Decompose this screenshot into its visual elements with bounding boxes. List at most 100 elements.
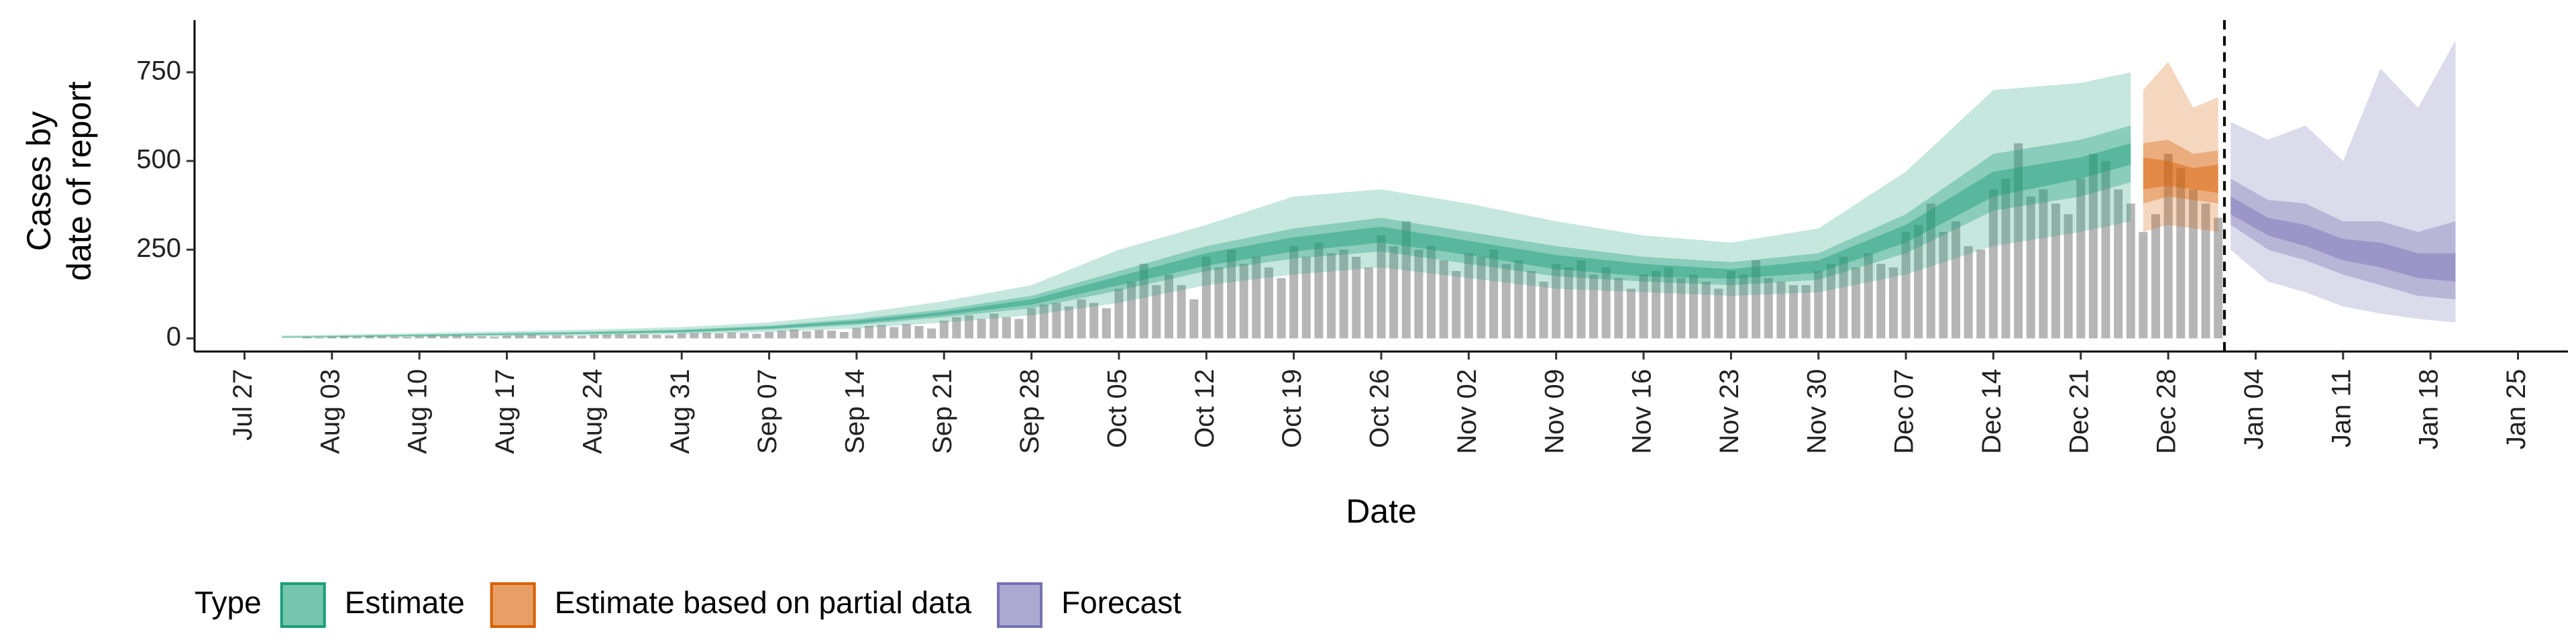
bar: [2076, 178, 2086, 339]
bar: [2001, 178, 2010, 339]
x-tick-label: Sep 28: [1015, 369, 1044, 454]
bar: [1127, 281, 1136, 339]
x-tick-label: Nov 09: [1540, 369, 1569, 454]
bar: [2201, 203, 2210, 339]
bar: [714, 333, 724, 339]
bar: [2051, 203, 2061, 339]
bar: [303, 337, 312, 339]
bar: [1689, 274, 1699, 339]
bar: [1614, 278, 1623, 339]
bar: [2126, 203, 2135, 339]
x-tick-label: Sep 07: [753, 369, 782, 454]
bar: [1576, 260, 1586, 339]
bar: [2088, 154, 2098, 339]
bar: [515, 335, 524, 339]
x-tick-label: Dec 21: [2064, 369, 2094, 454]
legend-title: Type: [195, 585, 262, 620]
legend-key: [997, 582, 1043, 628]
x-tick-label: Nov 02: [1452, 369, 1482, 454]
x-tick-label: Aug 03: [315, 369, 345, 454]
bar: [352, 336, 362, 339]
bar: [2163, 154, 2173, 339]
bar: [2214, 217, 2223, 339]
bar: [1102, 308, 1111, 339]
legend-label: Forecast: [1061, 585, 1181, 620]
ribbon-50: [2143, 140, 2218, 204]
bar: [1976, 250, 1986, 339]
bar: [902, 324, 911, 339]
bar: [1239, 264, 1248, 339]
bar: [814, 329, 824, 339]
x-tick-label: Jan 25: [2502, 369, 2531, 449]
x-tick-label: Sep 21: [928, 369, 957, 454]
bar: [1152, 285, 1161, 339]
bar: [339, 336, 349, 339]
bar: [1452, 270, 1461, 339]
bar: [2014, 143, 2023, 339]
bar: [527, 335, 537, 339]
bar: [1139, 264, 1148, 339]
bar: [439, 335, 449, 339]
bar: [1788, 285, 1799, 339]
bar: [1676, 278, 1686, 339]
bar: [539, 335, 549, 339]
bar: [565, 335, 574, 339]
bar: [877, 325, 886, 339]
bar: [665, 335, 674, 339]
y-tick-label: 0: [166, 322, 181, 352]
x-tick-label: Aug 24: [578, 369, 607, 454]
bar: [1888, 267, 1898, 339]
bar: [377, 336, 386, 339]
x-tick-label: Aug 31: [665, 369, 695, 454]
bar: [1776, 281, 1786, 339]
bar: [1352, 256, 1361, 339]
bar: [1988, 189, 1998, 339]
x-tick-label: Oct 26: [1365, 369, 1395, 448]
bar: [1277, 278, 1286, 339]
y-axis-title: Cases by: [20, 111, 58, 251]
bar: [1876, 264, 1886, 339]
bar: [939, 320, 949, 339]
bar: [1739, 274, 1748, 339]
bar: [977, 319, 986, 339]
bar: [1227, 250, 1236, 339]
bar: [1489, 250, 1499, 339]
bar: [1801, 285, 1811, 339]
bar: [552, 335, 561, 339]
bar: [2114, 189, 2123, 339]
bar: [1401, 221, 1411, 339]
bar: [727, 332, 737, 339]
ribbon-20: [2231, 196, 2456, 282]
bar: [802, 331, 811, 339]
bar: [2101, 160, 2110, 339]
bar: [1826, 264, 1835, 339]
bar: [465, 335, 474, 339]
x-tick-label: Dec 07: [1890, 369, 1919, 454]
bar: [590, 335, 599, 339]
bar: [1539, 281, 1548, 339]
x-tick-label: Oct 05: [1103, 369, 1132, 448]
y-tick-label: 750: [136, 56, 181, 85]
bar: [1326, 253, 1336, 339]
ribbon-90: [2231, 40, 2456, 323]
bar: [1077, 299, 1086, 339]
bar: [927, 328, 936, 339]
bar: [1914, 225, 1923, 339]
bar: [677, 333, 686, 339]
bar: [1552, 264, 1561, 339]
bar: [365, 335, 374, 339]
bar: [1439, 260, 1448, 339]
bar: [402, 337, 412, 339]
bar: [890, 327, 899, 339]
legend-key: [280, 582, 326, 628]
bar: [739, 333, 749, 339]
bar: [452, 335, 462, 339]
bar: [1039, 305, 1049, 339]
bar: [327, 336, 337, 339]
bar: [1589, 274, 1599, 339]
bar: [1926, 203, 1935, 339]
bar: [490, 336, 499, 339]
bar: [690, 333, 699, 339]
bar: [1701, 281, 1711, 339]
ribbon-90: [282, 72, 2131, 338]
